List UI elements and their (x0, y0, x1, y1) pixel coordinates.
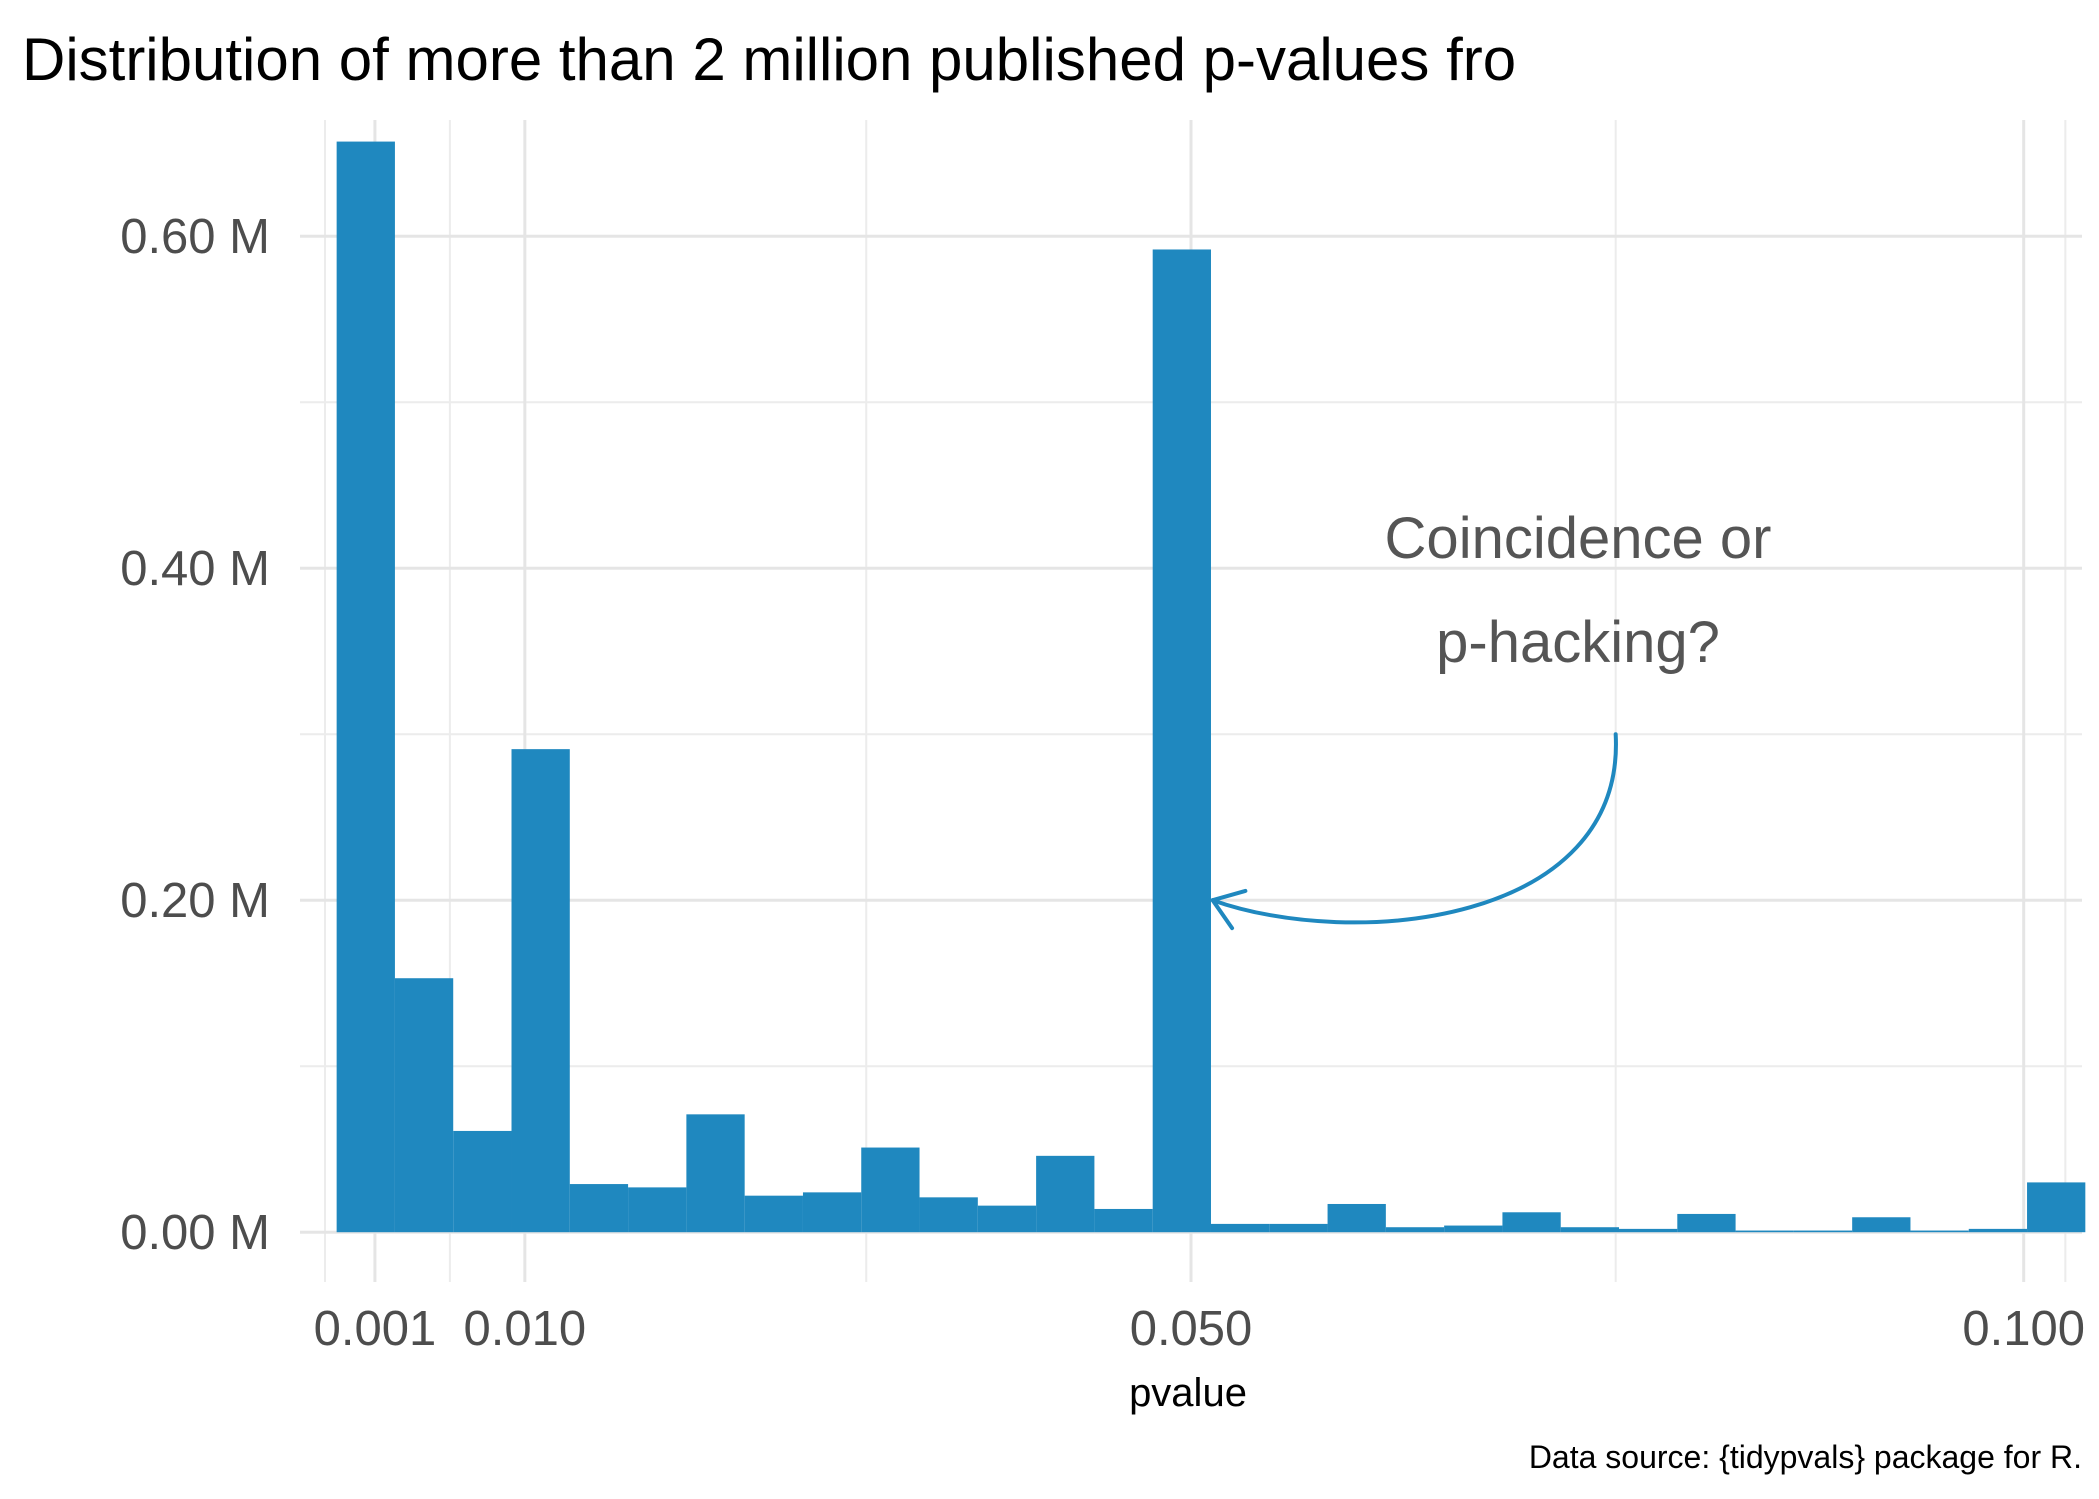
histogram-bar-21 (1560, 1227, 1620, 1233)
x-tick-label: 0.100 (1962, 1302, 2085, 1356)
histogram-bar-26 (1852, 1217, 1911, 1233)
histogram-bar-16 (1269, 1223, 1328, 1233)
annotation-group: Coincidence or p-hacking? (1210, 506, 1772, 931)
y-tick-label: 0.00 M (120, 1206, 270, 1260)
histogram-bar-1 (394, 978, 454, 1233)
histogram-bar-28 (1968, 1228, 2028, 1233)
histogram-bar-8 (802, 1192, 862, 1233)
histogram-bar-23 (1677, 1213, 1736, 1233)
histogram-bar-13 (1094, 1208, 1153, 1233)
annotation-text-line-2: p-hacking? (1436, 610, 1720, 675)
x-axis-tick-labels: 0.001 0.010 0.050 0.100 (314, 1302, 2085, 1356)
histogram-bar-18 (1385, 1227, 1445, 1233)
annotation-text-line-1: Coincidence or (1385, 506, 1772, 571)
histogram-bar-5 (628, 1187, 687, 1233)
histogram-bar-20 (1502, 1212, 1561, 1233)
histogram-bar-11 (977, 1205, 1037, 1233)
histogram-bar-12 (1036, 1155, 1095, 1233)
histogram-bar-9 (861, 1147, 920, 1233)
histogram-bar-22 (1619, 1228, 1678, 1233)
x-tick-label: 0.001 (314, 1302, 437, 1356)
histogram-bar-6 (686, 1114, 745, 1233)
histogram-bar-0 (336, 141, 395, 1233)
histogram-bar-7 (744, 1195, 803, 1233)
annotation-arrow (1210, 732, 1618, 925)
histogram-bar-17 (1327, 1203, 1386, 1233)
x-axis-title: pvalue (1129, 1371, 1247, 1415)
chart-title: Distribution of more than 2 million publ… (22, 26, 1516, 93)
histogram-bar-25 (1793, 1230, 1853, 1233)
y-tick-label: 0.20 M (120, 874, 270, 928)
x-tick-label: 0.050 (1130, 1302, 1253, 1356)
y-tick-label: 0.40 M (120, 542, 270, 596)
histogram-bar-19 (1444, 1225, 1503, 1233)
histogram-bar-2 (453, 1130, 512, 1233)
histogram-bar-3 (511, 749, 570, 1233)
histogram-bar-24 (1735, 1230, 1794, 1233)
histogram-bar-14 (1152, 249, 1211, 1233)
histogram-bar-4 (569, 1184, 629, 1233)
histogram-bar-27 (1910, 1230, 1969, 1233)
histogram-bar-15 (1210, 1223, 1270, 1233)
chart-caption: Data source: {tidypvals} package for R. (1529, 1439, 2082, 1475)
histogram-bar-10 (919, 1197, 978, 1233)
histogram-bar-29 (2027, 1182, 2086, 1233)
histogram-bars (336, 141, 2086, 1233)
y-axis-tick-labels: 0.00 M 0.20 M 0.40 M 0.60 M (120, 210, 270, 1260)
x-tick-label: 0.010 (464, 1302, 587, 1356)
annotation-arrow-head (1210, 888, 1248, 931)
y-tick-label: 0.60 M (120, 210, 270, 264)
